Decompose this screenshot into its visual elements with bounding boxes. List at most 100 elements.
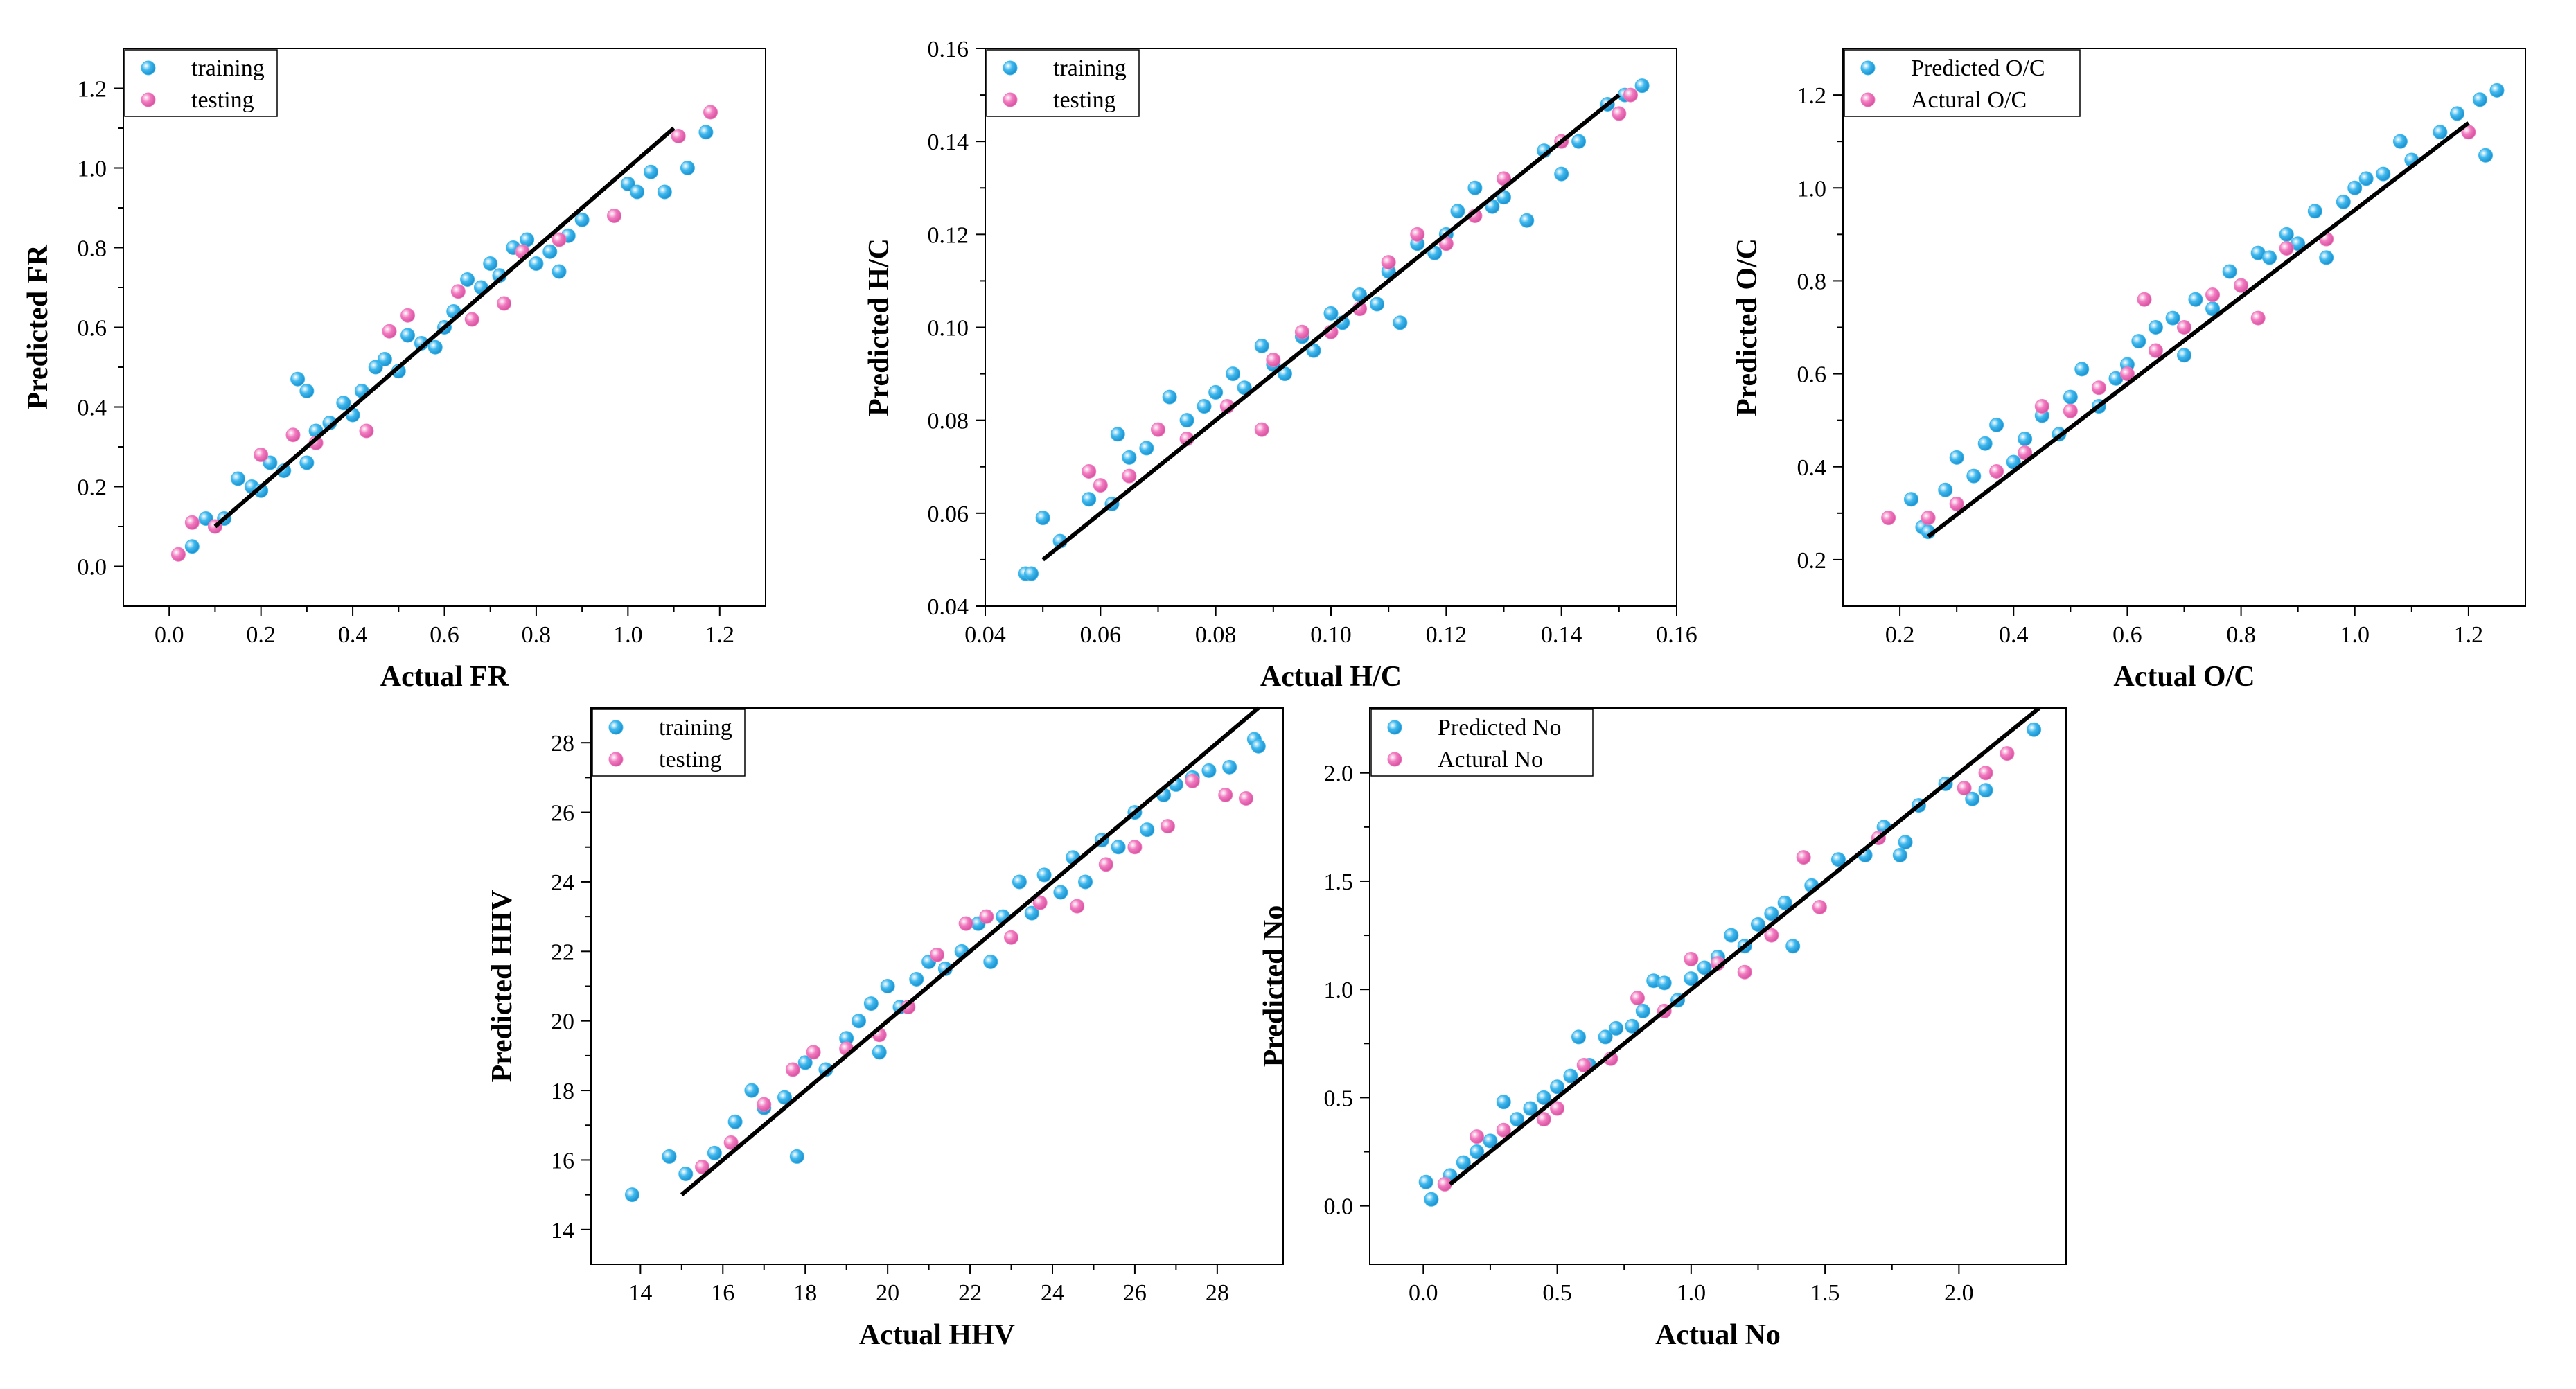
data-point-series-1 (2177, 348, 2191, 363)
data-point-series-1 (1251, 738, 1266, 754)
data-point-series-2 (703, 105, 718, 120)
data-point-series-1 (2478, 148, 2494, 163)
data-point-series-1 (2148, 320, 2163, 335)
data-point-series-2 (1949, 496, 1964, 511)
data-point-series-1 (630, 184, 645, 200)
data-point-series-2 (1550, 1101, 1565, 1116)
data-point-series-1 (1978, 783, 1993, 798)
y-tick-label: 22 (551, 939, 574, 965)
legend-marker (1860, 92, 1876, 107)
y-tick-label: 0.2 (1797, 548, 1827, 574)
y-tick-label: 28 (551, 731, 574, 757)
y-tick-label: 0.04 (928, 594, 969, 620)
data-point-series-1 (1764, 906, 1779, 921)
data-point-series-1 (1519, 213, 1535, 228)
data-point-series-1 (299, 455, 315, 470)
data-point-series-2 (1978, 766, 1993, 781)
data-point-series-1 (1496, 1095, 1511, 1110)
data-point-series-1 (1550, 1079, 1565, 1095)
data-point-series-1 (1965, 791, 1980, 806)
data-point-series-1 (1470, 1144, 1485, 1160)
y-tick-label: 0.6 (78, 316, 107, 342)
data-point-series-1 (872, 1045, 887, 1060)
data-point-series-1 (377, 352, 392, 366)
data-point-series-1 (1571, 1029, 1586, 1045)
x-tick-label: 0.4 (1999, 622, 2029, 648)
data-point-series-1 (460, 272, 475, 287)
data-point-series-1 (880, 979, 895, 993)
data-point-series-1 (2307, 204, 2322, 219)
data-point-series-1 (427, 339, 443, 355)
y-tick-label: 20 (551, 1009, 574, 1035)
data-point-series-2 (2000, 746, 2015, 761)
legend: training testing (592, 709, 746, 777)
data-point-series-1 (2450, 106, 2464, 121)
data-point-series-1 (2074, 362, 2090, 377)
data-point-series-1 (1012, 874, 1027, 890)
data-point-series-1 (1053, 885, 1068, 900)
y-tick-label: 0.14 (928, 130, 969, 155)
data-point-series-2 (723, 1135, 739, 1150)
legend-marker (141, 60, 156, 76)
y-tick-label: 1.2 (78, 77, 107, 103)
data-point-series-2 (1122, 468, 1137, 484)
x-tick-label: 2.0 (1944, 1280, 1974, 1306)
x-tick-label: 0.12 (1426, 622, 1467, 648)
chart-panel-5: 0.0 0.5 1.0 1.5 2.0 0.0 0.5 1.0 1.5 2.0 Actual No P… (1258, 706, 2067, 1351)
x-tick-label: 1.0 (1677, 1280, 1706, 1306)
data-point-series-1 (983, 954, 998, 969)
data-point-series-1 (863, 996, 879, 1011)
data-point-series-2 (382, 324, 397, 339)
data-point-series-1 (2188, 292, 2203, 307)
plot-frame (1369, 707, 2067, 1265)
data-point-series-1 (1684, 971, 1699, 987)
legend-label: testing (191, 87, 254, 113)
legend-label: Actural O/C (1911, 87, 2027, 113)
data-point-series-1 (2222, 264, 2237, 279)
data-point-series-1 (1536, 1090, 1551, 1105)
data-point-series-2 (400, 308, 416, 323)
data-point-series-2 (1151, 422, 1165, 437)
fit-line (213, 126, 676, 529)
data-point-series-1 (1036, 867, 1052, 883)
data-point-series-1 (1697, 960, 1712, 975)
fit-line (680, 706, 1260, 1196)
x-tick-label: 0.08 (1195, 622, 1237, 648)
data-point-series-2 (1630, 991, 1646, 1006)
x-axis-title: Actual H/C (1260, 661, 1402, 693)
data-point-series-2 (552, 232, 567, 247)
data-point-series-1 (2433, 125, 2448, 140)
data-point-series-1 (1483, 1133, 1498, 1149)
data-point-series-2 (2148, 343, 2163, 358)
x-tick-label: 0.6 (2112, 622, 2142, 648)
x-tick-label: 1.2 (705, 622, 735, 648)
legend-marker (1003, 92, 1018, 107)
data-point-series-2 (1218, 787, 1233, 802)
x-tick-label: 14 (628, 1280, 652, 1306)
y-tick-label: 0.12 (928, 222, 969, 248)
data-point-series-1 (1785, 939, 1801, 954)
y-tick-label: 16 (551, 1148, 574, 1174)
x-axis-title: Actual O/C (2113, 661, 2255, 693)
data-point-series-2 (1294, 324, 1309, 339)
data-point-series-1 (1208, 384, 1224, 400)
data-point-series-1 (2376, 166, 2391, 182)
data-point-series-1 (662, 1149, 677, 1164)
legend-marker (608, 752, 624, 767)
data-point-series-1 (2018, 432, 2033, 446)
y-tick-label: 1.0 (1324, 977, 1354, 1003)
data-point-series-1 (1450, 204, 1465, 219)
data-point-series-1 (1139, 441, 1154, 456)
data-point-series-2 (170, 547, 186, 562)
fit-line (1041, 93, 1621, 562)
data-point-series-1 (1201, 763, 1217, 778)
data-point-series-1 (797, 1055, 813, 1070)
data-point-series-2 (930, 947, 944, 962)
data-point-series-1 (542, 244, 558, 259)
data-point-series-2 (1989, 463, 2004, 479)
data-point-series-2 (1254, 422, 1269, 437)
fit-line (1927, 121, 2470, 538)
data-point-series-2 (2177, 320, 2191, 335)
y-tick-label: 0.16 (928, 37, 969, 62)
